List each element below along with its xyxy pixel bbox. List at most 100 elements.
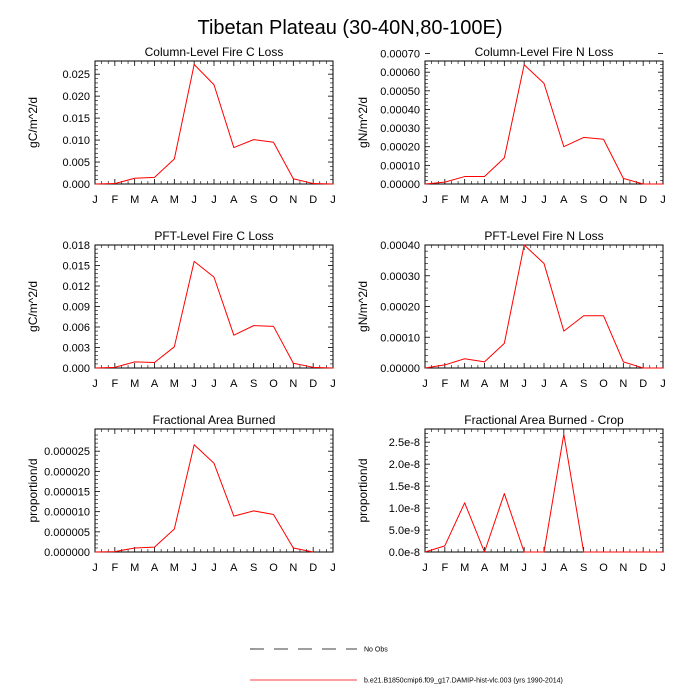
- series-line-model: [424, 244, 663, 369]
- y-tick-label: 0.00030: [380, 123, 420, 135]
- y-tick-label: 0.000010: [44, 507, 90, 519]
- y-tick-label: 2.0e-8: [389, 459, 420, 471]
- x-tick-label: S: [580, 562, 587, 574]
- x-tick-label: J: [211, 562, 217, 574]
- y-tick-label: 0.00020: [380, 302, 420, 314]
- y-tick-label: 0.015: [62, 261, 90, 273]
- x-tick-label: J: [191, 562, 197, 574]
- x-tick-label: J: [541, 562, 547, 574]
- x-tick-label: S: [250, 194, 257, 206]
- x-tick-label: O: [599, 378, 608, 390]
- plot-frame: [94, 428, 334, 553]
- x-tick-label: J: [211, 194, 217, 206]
- x-tick-label: A: [230, 378, 238, 390]
- x-tick-label: S: [580, 378, 587, 390]
- y-tick-label: 0.00070: [380, 49, 420, 61]
- x-tick-label: D: [639, 378, 647, 390]
- x-tick-label: F: [441, 194, 448, 206]
- y-tick-label: 0.00000: [380, 179, 420, 191]
- y-tick-label: 0.00050: [380, 86, 420, 98]
- panel-title: Column-Level Fire C Loss: [145, 45, 284, 59]
- series-line-model: [94, 64, 334, 185]
- y-tick-label: 0.00020: [380, 142, 420, 154]
- y-tick-label: 0.006: [62, 322, 90, 334]
- x-tick-label: A: [230, 562, 238, 574]
- x-tick-label: A: [151, 194, 159, 206]
- x-tick-label: F: [111, 562, 118, 574]
- y-tick-label: 0.000015: [44, 487, 90, 499]
- x-tick-label: J: [92, 562, 98, 574]
- x-tick-label: J: [422, 562, 428, 574]
- y-tick-label: 0.00060: [380, 67, 420, 79]
- x-tick-label: M: [500, 194, 509, 206]
- x-tick-label: J: [541, 194, 547, 206]
- y-axis-label: gN/m^2/d: [356, 97, 370, 148]
- panel-title: Fractional Area Burned: [153, 413, 276, 427]
- panel-title: PFT-Level Fire C Loss: [154, 229, 273, 243]
- x-tick-label: D: [309, 194, 317, 206]
- x-tick-label: M: [130, 562, 139, 574]
- y-tick-label: 1.0e-8: [389, 503, 420, 515]
- x-tick-label: A: [481, 562, 489, 574]
- panel-6: Fractional Area Burned - Crop proportion/…: [356, 413, 666, 574]
- panel-title: Fractional Area Burned - Crop: [464, 413, 624, 427]
- x-tick-label: A: [481, 194, 489, 206]
- y-tick-label: 0.000025: [44, 446, 90, 458]
- x-tick-label: J: [330, 194, 336, 206]
- y-axis-label: gC/m^2/d: [26, 97, 40, 148]
- y-tick-label: 0.025: [62, 69, 90, 81]
- y-tick-label: 0.005: [62, 157, 90, 169]
- x-tick-label: A: [560, 194, 568, 206]
- x-tick-label: N: [619, 194, 627, 206]
- x-tick-label: S: [580, 194, 587, 206]
- y-tick-label: 0.00040: [380, 104, 420, 116]
- y-tick-label: 0.000000: [44, 547, 90, 559]
- legend: No Obs b.e21.B1850cmip6.f09_g17.DAMIP-hi…: [250, 647, 563, 685]
- x-tick-label: O: [269, 562, 278, 574]
- x-tick-label: O: [599, 194, 608, 206]
- y-axis-label: proportion/d: [356, 458, 370, 522]
- series-line-model: [424, 433, 663, 553]
- x-tick-label: J: [92, 378, 98, 390]
- x-tick-label: N: [619, 562, 627, 574]
- x-tick-label: O: [269, 194, 278, 206]
- y-tick-label: 1.5e-8: [389, 481, 420, 493]
- plot-frame: [94, 60, 334, 185]
- x-tick-label: M: [460, 378, 469, 390]
- y-tick-label: 0.0e-8: [389, 547, 420, 559]
- x-tick-label: J: [521, 562, 527, 574]
- y-tick-label: 0.000: [62, 363, 90, 375]
- x-tick-label: D: [309, 378, 317, 390]
- y-tick-label: 0.009: [62, 302, 90, 314]
- series-line-model: [94, 444, 314, 553]
- plot-frame: [94, 244, 334, 369]
- y-tick-label: 0.000020: [44, 466, 90, 478]
- plot-frame: [424, 428, 664, 553]
- x-tick-label: F: [441, 378, 448, 390]
- x-tick-label: A: [230, 194, 238, 206]
- x-tick-label: M: [130, 378, 139, 390]
- y-tick-label: 0.018: [62, 240, 90, 252]
- x-tick-label: J: [92, 194, 98, 206]
- x-tick-label: J: [330, 378, 336, 390]
- y-tick-label: 0.00000: [380, 363, 420, 375]
- y-tick-label: 0.020: [62, 91, 90, 103]
- panel-title: PFT-Level Fire N Loss: [484, 229, 603, 243]
- x-tick-label: M: [500, 562, 509, 574]
- x-tick-label: A: [560, 562, 568, 574]
- y-tick-label: 0.00030: [380, 271, 420, 283]
- x-tick-label: J: [541, 378, 547, 390]
- x-tick-label: N: [289, 562, 297, 574]
- x-tick-label: J: [521, 194, 527, 206]
- x-tick-label: J: [330, 562, 336, 574]
- x-tick-label: J: [191, 378, 197, 390]
- x-tick-label: M: [170, 378, 179, 390]
- legend-model-label: b.e21.B1850cmip6.f09_g17.DAMIP-hist-vlc.…: [364, 678, 563, 685]
- x-tick-label: M: [460, 562, 469, 574]
- y-tick-label: 2.5e-8: [389, 437, 420, 449]
- x-tick-label: J: [422, 378, 428, 390]
